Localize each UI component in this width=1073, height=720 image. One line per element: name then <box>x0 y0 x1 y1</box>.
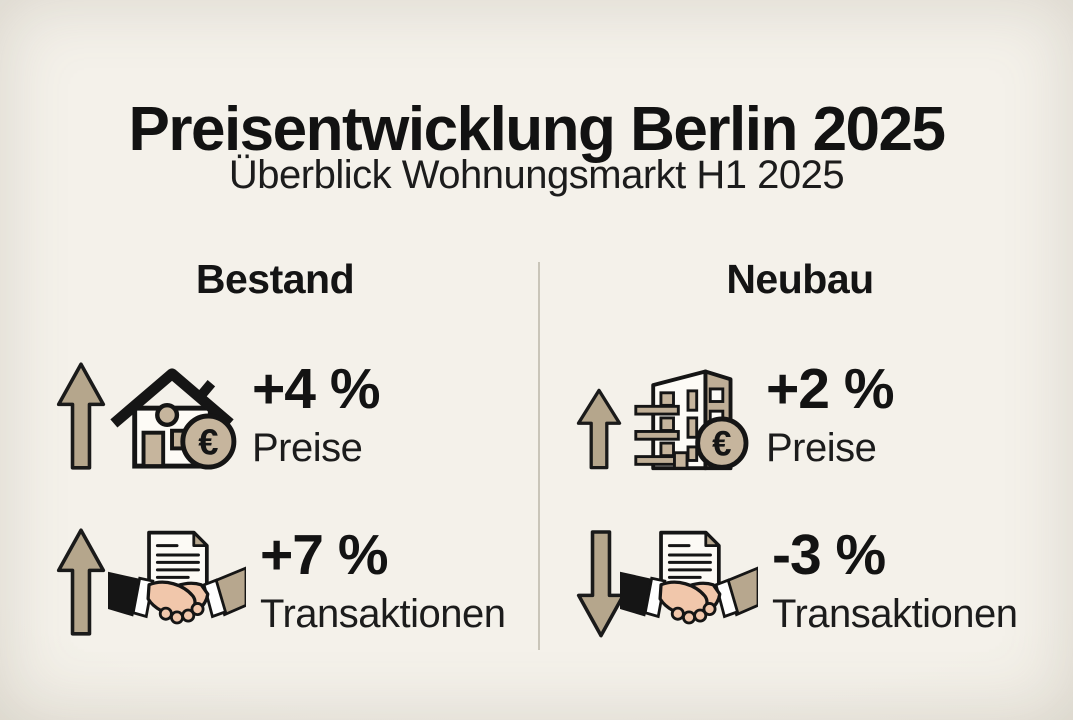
stat-value: +4 % <box>252 357 381 421</box>
column-neubau: Neubau <box>560 256 1040 643</box>
stat-neubau-preise: € +2 % Preise <box>560 355 1040 477</box>
stat-text: -3 % Transaktionen <box>772 527 1018 637</box>
arrow-down-icon <box>576 530 626 638</box>
stat-neubau-transaktionen: -3 % Transaktionen <box>560 521 1040 643</box>
stat-bestand-transaktionen: +7 % Transaktionen <box>40 521 510 643</box>
arrow-up-icon <box>56 528 106 636</box>
stat-label: Preise <box>252 426 363 470</box>
stat-value: +2 % <box>766 357 895 421</box>
stat-value: -3 % <box>772 523 886 587</box>
page-subtitle: Überblick Wohnungsmarkt H1 2025 <box>228 153 845 197</box>
stat-label: Preise <box>766 426 877 470</box>
column-header-neubau: Neubau <box>726 256 874 302</box>
euro-symbol: € <box>198 421 218 462</box>
stat-label: Transaktionen <box>260 592 506 636</box>
handshake-document-icon <box>620 530 758 625</box>
house-euro-icon: € <box>110 368 237 470</box>
stat-text: +4 % Preise <box>252 357 381 471</box>
euro-symbol: € <box>712 425 731 464</box>
arrow-up-icon <box>56 362 106 470</box>
stat-text: +7 % Transaktionen <box>260 527 506 637</box>
stat-bestand-preise: € +4 % Preise <box>40 355 510 477</box>
stat-label: Transaktionen <box>772 592 1018 636</box>
arrow-up-icon <box>576 388 622 470</box>
stat-value: +7 % <box>260 523 389 587</box>
column-header-bestand: Bestand <box>195 256 355 302</box>
page-title: Preisentwicklung Berlin 2025 <box>128 94 946 164</box>
column-bestand: Bestand € +4 % Preise <box>40 256 510 643</box>
stat-text: +2 % Preise <box>766 357 895 471</box>
apartment-building-euro-icon: € <box>634 369 749 471</box>
column-divider-line <box>538 262 540 650</box>
handshake-document-icon <box>108 530 246 625</box>
